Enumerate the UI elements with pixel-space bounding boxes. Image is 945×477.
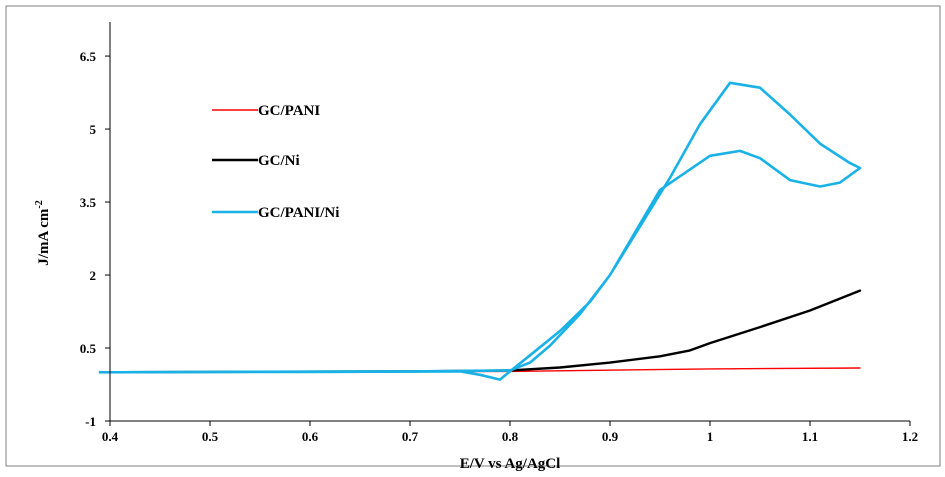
x-tick-label: 1.2 [902,429,918,444]
legend-label-2: GC/Ni [258,153,300,169]
x-tick-label: 0.5 [202,429,219,444]
y-tick-label: 0.5 [80,341,97,356]
y-tick-label: 3.5 [80,195,97,210]
y-axis-label-exponent: -2 [34,200,45,208]
legend-label-3: GC/PANI/Ni [258,205,339,221]
outer-border [5,5,941,467]
x-tick-label: 0.6 [302,429,319,444]
plot-area [98,81,862,381]
y-axis-label: J/mA cm-2 [34,200,52,265]
y-axis-label-text: J/mA cm [36,208,52,266]
axes [105,22,911,426]
x-tick-label: 1.1 [802,429,818,444]
y-tick-label: 5 [90,122,97,137]
x-tick-label: 0.9 [602,429,619,444]
x-tick-label: 1 [707,429,714,444]
y-tick-label: -1 [85,414,96,429]
series-line-3 [98,81,862,381]
y-tick-label: 2 [90,268,97,283]
x-tick-label: 0.8 [502,429,519,444]
y-tick-label: 6.5 [80,49,97,64]
legend: GC/PANI GC/Ni GC/PANI/Ni [212,103,339,221]
x-axis-label: E/V vs Ag/AgCl [460,456,561,472]
tick-labels: 0.4 0.5 0.6 0.7 0.8 0.9 1 1.1 1.2 -1 0.5 2 3.5 5 6.5 [80,49,918,444]
legend-label-1: GC/PANI [258,103,320,119]
x-tick-label: 0.7 [402,429,419,444]
x-tick-label: 0.4 [102,429,119,444]
